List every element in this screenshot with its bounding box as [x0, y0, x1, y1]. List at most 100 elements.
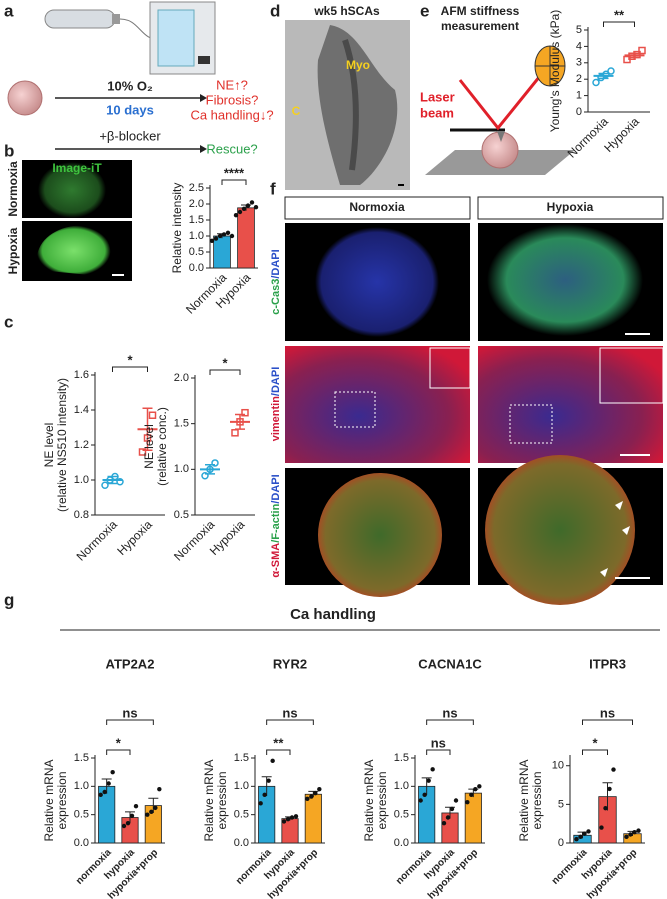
data-point [262, 792, 267, 798]
y-tick-label: 5 [558, 798, 564, 810]
row-label: c-Cas3/DAPI [270, 249, 282, 314]
bar [213, 235, 231, 269]
afm-sketch [425, 45, 575, 175]
data-point [441, 820, 447, 826]
chart-title: CACNA1C [418, 656, 482, 671]
data-point [133, 803, 139, 809]
error-bar [125, 811, 135, 824]
data-point [221, 232, 227, 237]
x-tick-label: normoxia [234, 847, 274, 887]
y-tick-label: 1.0 [74, 474, 89, 486]
data-point [603, 806, 608, 811]
panel-letter: a [4, 1, 14, 20]
error-bar [205, 464, 215, 475]
panel-letter: e [420, 1, 429, 20]
significance-bracket [106, 749, 131, 755]
significance-bracket [106, 719, 154, 725]
y-tick-label: 1.5 [74, 752, 89, 764]
condition: 10% O₂ [107, 78, 153, 93]
data-point [201, 471, 209, 480]
panel-title: wk5 hSCAs [313, 4, 380, 18]
row-label: Hypoxia [6, 227, 20, 274]
significance-bracket [112, 366, 148, 372]
stain-label: Image-iT [52, 161, 102, 175]
column-label: Normoxia [349, 200, 405, 214]
y-tick-label: 3 [576, 57, 582, 69]
y-axis-label: (relative conc.) [155, 407, 169, 486]
duration: 10 days [106, 102, 154, 117]
significance-label: * [592, 735, 598, 750]
significance-label: * [116, 735, 122, 750]
laser-label: Laser [420, 89, 455, 104]
data-point [293, 814, 299, 819]
data-point [465, 800, 470, 805]
question: NE↑? [216, 77, 248, 92]
significance-label: ns [431, 735, 446, 750]
y-axis-label: Young's Modulus (kPa) [548, 10, 562, 133]
y-axis-label: expression [375, 771, 389, 829]
data-point [102, 789, 107, 795]
data-point [305, 796, 310, 801]
micrograph [36, 225, 111, 276]
data-point [121, 823, 127, 829]
y-axis-label: expression [55, 771, 69, 829]
data-point [449, 806, 455, 812]
error-bar [235, 413, 245, 430]
chart-title: ITPR3 [589, 656, 626, 671]
data-point [636, 828, 641, 833]
stain: /DAPI [270, 474, 282, 503]
data-point [153, 805, 158, 811]
x-tick-label: normoxia [550, 847, 590, 887]
significance-bracket [426, 719, 474, 725]
question: Fibrosis? [206, 92, 259, 107]
y-tick-label: 0.0 [189, 262, 204, 274]
significance-bracket [582, 749, 608, 755]
data-point [149, 809, 154, 815]
data-point [233, 213, 239, 218]
y-tick-label: 0.5 [234, 809, 249, 821]
data-point [106, 781, 111, 786]
data-point [129, 813, 135, 818]
y-axis-label: expression [215, 771, 229, 829]
y-tick-label: 0 [576, 106, 582, 118]
data-point [209, 238, 215, 243]
y-tick-label: 2.0 [189, 198, 204, 210]
data-point [422, 792, 427, 798]
data-point [281, 819, 287, 824]
y-axis-label: NE level [142, 424, 156, 469]
significance-bracket [603, 21, 635, 27]
y-tick-label: 2 [576, 73, 582, 85]
x-tick-label: normoxia [74, 847, 114, 887]
data-point [258, 801, 263, 806]
data-point [574, 836, 579, 842]
significance-label: ** [273, 735, 284, 750]
y-tick-label: 0.0 [74, 837, 89, 849]
stain: α-SMA [270, 543, 282, 578]
data-point [225, 230, 231, 235]
data-point [611, 767, 616, 772]
data-point [632, 829, 637, 835]
data-point [249, 200, 255, 205]
significance-label: ns [282, 705, 297, 720]
stain: c-Cas3 [270, 279, 282, 315]
x-tick-label: Normoxia [171, 517, 217, 563]
x-tick-label: Normoxia [565, 114, 611, 160]
significance-label: ns [122, 705, 137, 720]
section-title: Ca handling [290, 606, 376, 623]
bar [237, 207, 255, 269]
data-point [418, 798, 423, 803]
data-point [138, 448, 147, 456]
significance-label: **** [224, 165, 245, 180]
data-point [473, 786, 478, 792]
significance-label: * [127, 352, 133, 367]
laser-label: beam [420, 105, 454, 120]
x-tick-label: normoxia [394, 847, 434, 887]
data-point [317, 786, 322, 792]
y-axis-label: (relative NS510 intensity) [55, 378, 69, 512]
y-tick-label: 0.5 [189, 246, 204, 258]
data-point [241, 408, 249, 417]
y-tick-label: 0.0 [394, 837, 409, 849]
data-point [628, 832, 633, 837]
y-tick-label: 4 [576, 40, 582, 52]
